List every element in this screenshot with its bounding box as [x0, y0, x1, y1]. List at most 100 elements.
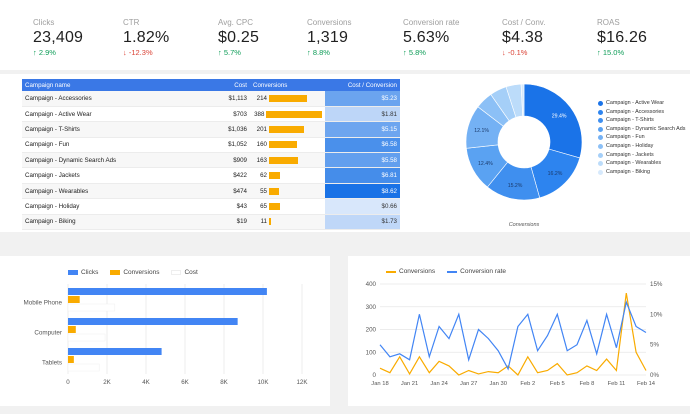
kpi-label: Avg. CPC	[218, 18, 253, 27]
kpi-value: 1.82%	[123, 29, 170, 46]
kpi-card: Conversion rate 5.63% ↑ 5.8%	[403, 18, 459, 57]
x-tick-label: 4K	[142, 379, 150, 386]
legend-label: Campaign - Jackets	[606, 151, 654, 158]
bar-cost	[67, 303, 116, 312]
kpi-label: Conversion rate	[403, 18, 460, 27]
kpi-card: Clicks 23,409 ↑ 2.9%	[33, 18, 83, 57]
x-tick-label: 6K	[181, 379, 189, 386]
kpi-delta-value: -0.1%	[507, 48, 528, 57]
x-tick-label: Feb 11	[608, 381, 626, 387]
cell-cost-per-conversion: $6.81	[325, 167, 400, 184]
header-conversions[interactable]: Conversions	[250, 79, 325, 91]
cell-conversions: 55	[250, 183, 325, 200]
bar-legend: Clicks Conversions Cost	[68, 269, 198, 276]
pie-legend-item[interactable]: Campaign - Active Wear	[598, 100, 690, 107]
conversion-count: 55	[260, 187, 267, 195]
legend-dot	[598, 126, 603, 132]
pie-legend-item[interactable]: Campaign - Wearables	[598, 160, 690, 167]
pie-legend-item[interactable]: Campaign - Jackets	[598, 152, 690, 159]
kpi-delta-value: 2.9%	[38, 48, 56, 57]
table-row[interactable]: Campaign - Active Wear $703 388 $1.81	[22, 106, 400, 123]
table-row[interactable]: Campaign - Biking $19 11 $1.73	[22, 214, 400, 231]
cell-campaign-name: Campaign - Active Wear	[22, 106, 182, 123]
conversion-count: 11	[260, 218, 267, 226]
kpi-delta-value: 5.7%	[223, 48, 241, 57]
table-row[interactable]: Campaign - Fun $1,052 160 $6.58	[22, 137, 400, 154]
table-row[interactable]: Campaign - Jackets $422 62 $6.81	[22, 167, 400, 184]
cell-cost: $703	[182, 106, 250, 123]
pie-legend-item[interactable]: Campaign - Accessories	[598, 109, 690, 116]
y-right-tick-label: 0%	[650, 372, 659, 379]
cell-cost: $19	[182, 214, 250, 231]
device-bar-panel: Clicks Conversions Cost 0 2K 4K 6K 8K 10K 12K M…	[0, 256, 330, 406]
cell-conversions: 163	[250, 152, 325, 169]
arrow-up-icon: ↑	[403, 48, 409, 57]
table-row[interactable]: Campaign - T-Shirts $1,036 201 $5.15	[22, 121, 400, 138]
kpi-value: $0.25	[218, 29, 260, 46]
x-tick-label: 2K	[103, 379, 111, 386]
kpi-delta: ↓ -0.1%	[502, 48, 545, 57]
kpi-card: CTR 1.82% ↓ -12.3%	[123, 18, 169, 57]
pie-slice	[520, 83, 525, 117]
cell-cost: $422	[182, 167, 250, 184]
cell-conversions: 62	[250, 167, 325, 184]
trend-line-panel: Conversions Conversion rate 0 100 200 300 40…	[348, 256, 690, 406]
header-campaign-name[interactable]: Campaign name	[22, 79, 182, 91]
conversion-bar	[269, 94, 307, 102]
cell-conversions: 160	[250, 137, 325, 154]
bar-chart: 0 2K 4K 6K 8K 10K 12K Mobile Phone Computer Table…	[23, 284, 308, 386]
legend-label: Campaign - Active Wear	[606, 100, 665, 106]
table-row[interactable]: Campaign - Wearables $474 55 $8.62	[22, 183, 400, 200]
kpi-value: 5.63%	[403, 29, 450, 46]
pie-slice-label: 15.2%	[508, 183, 523, 189]
x-tick-label: Feb 5	[550, 381, 565, 387]
x-tick-label: Jan 21	[401, 381, 418, 387]
kpi-label: Cost / Conv.	[502, 18, 546, 27]
pie-legend-item[interactable]: Campaign - Dynamic Search Ads	[598, 126, 690, 133]
conversion-count: 214	[256, 94, 267, 102]
conversion-bar	[269, 141, 297, 149]
arrow-up-icon: ↑	[307, 48, 313, 57]
legend-label-clicks: Clicks	[81, 269, 99, 276]
pie-caption: Conversions	[509, 222, 540, 228]
x-tick-label: Jan 30	[490, 381, 507, 387]
pie-legend-item[interactable]: Campaign - Fun	[598, 134, 690, 141]
table-row[interactable]: Campaign - Dynamic Search Ads $909 163 $5.5…	[22, 152, 400, 169]
legend-label-cost: Cost	[184, 269, 198, 276]
cell-cost-per-conversion: $5.58	[325, 152, 400, 169]
pie-slice-label: 12.4%	[478, 161, 493, 167]
pie-legend-item[interactable]: Campaign - Biking	[598, 169, 690, 176]
conversion-count: 201	[256, 125, 267, 133]
legend-dot	[598, 161, 603, 167]
cell-cost-per-conversion: $0.66	[325, 198, 400, 215]
pie-slice-label: 29.4%	[552, 114, 567, 120]
cell-cost: $43	[182, 198, 250, 215]
campaign-panel: Campaign name Cost Conversions Cost / Co…	[0, 74, 690, 232]
pie-legend-item[interactable]: Campaign - T-Shirts	[598, 117, 690, 124]
legend-dot	[598, 101, 603, 106]
x-tick-label: Jan 24	[430, 381, 448, 387]
pie-legend-item[interactable]: Campaign - Holiday	[598, 143, 690, 150]
x-tick-label: 10K	[257, 379, 269, 386]
x-tick-label: Feb 8	[579, 381, 594, 387]
y-left-tick-label: 400	[366, 281, 377, 288]
cell-conversions: 65	[250, 198, 325, 215]
table-row[interactable]: Campaign - Accessories $1,113 214 $5.23	[22, 91, 400, 107]
pie-slice-label: 12.1%	[474, 128, 489, 134]
header-cost-per-conversion[interactable]: Cost / Conversion	[325, 79, 400, 91]
category-label: Mobile Phone	[23, 300, 62, 307]
kpi-card: Conversions 1,319 ↑ 8.8%	[307, 18, 351, 57]
legend-label-conv: Conversions	[399, 268, 436, 275]
legend-dot	[598, 143, 603, 149]
cell-cost: $1,113	[182, 91, 250, 107]
cell-cost: $1,052	[182, 137, 250, 154]
conversion-bar	[269, 172, 280, 180]
category-label: Computer	[34, 330, 62, 337]
kpi-label: CTR	[123, 18, 140, 27]
table-row[interactable]: Campaign - Holiday $43 65 $0.66	[22, 198, 400, 215]
legend-dot	[598, 152, 603, 158]
conversion-count: 388	[254, 110, 265, 118]
header-cost[interactable]: Cost	[182, 79, 250, 91]
legend-label-conversions: Conversions	[123, 269, 160, 276]
kpi-delta-value: 15.0%	[602, 48, 625, 57]
